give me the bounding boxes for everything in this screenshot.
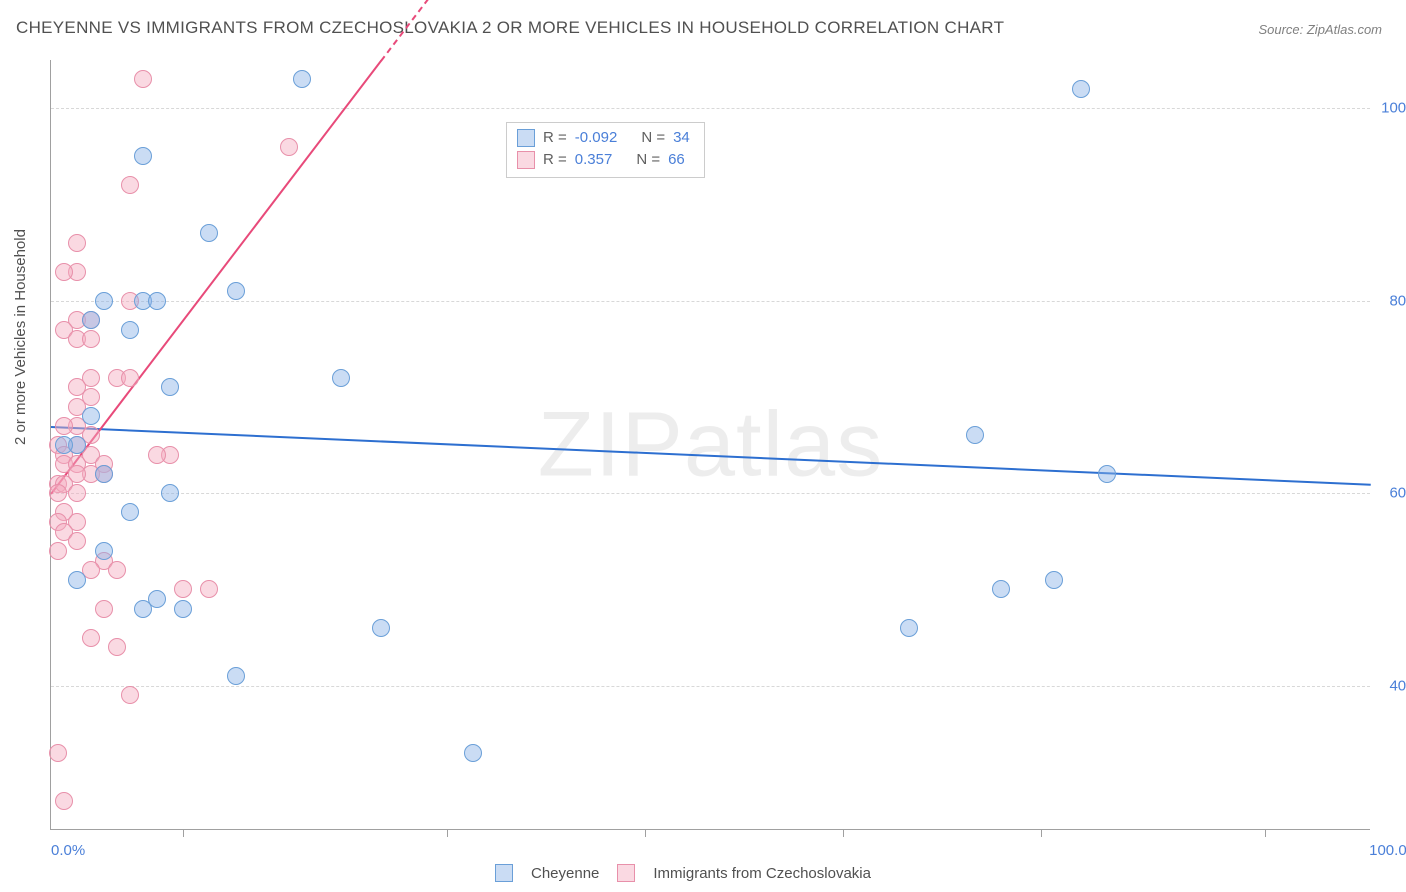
- legend-swatch-b: [617, 864, 635, 882]
- point-series-a: [900, 619, 918, 637]
- r-value: -0.092: [575, 127, 618, 149]
- point-series-b: [68, 234, 86, 252]
- trendline: [51, 426, 1371, 486]
- n-value: 34: [673, 127, 690, 149]
- gridline: [51, 493, 1370, 494]
- x-tick: [1265, 829, 1266, 837]
- point-series-b: [121, 369, 139, 387]
- n-label: N =: [641, 127, 665, 149]
- point-series-a: [332, 369, 350, 387]
- x-axis-max-label: 100.0%: [1369, 842, 1406, 859]
- point-series-a: [227, 667, 245, 685]
- x-axis-min-label: 0.0%: [51, 842, 85, 859]
- point-series-a: [68, 571, 86, 589]
- legend-row-b: R = 0.357 N = 66: [517, 149, 690, 171]
- r-label: R =: [543, 127, 567, 149]
- y-tick-label: 80.0%: [1377, 292, 1406, 309]
- point-series-a: [95, 542, 113, 560]
- x-tick: [183, 829, 184, 837]
- point-series-b: [134, 70, 152, 88]
- point-series-a: [174, 600, 192, 618]
- point-series-a: [121, 503, 139, 521]
- point-series-a: [134, 147, 152, 165]
- y-tick-label: 60.0%: [1377, 485, 1406, 502]
- gridline: [51, 301, 1370, 302]
- watermark: ZIPatlas: [538, 392, 883, 497]
- point-series-a: [161, 484, 179, 502]
- point-series-a: [82, 407, 100, 425]
- chart-container: CHEYENNE VS IMMIGRANTS FROM CZECHOSLOVAK…: [0, 0, 1406, 892]
- point-series-b: [200, 580, 218, 598]
- r-label: R =: [543, 149, 567, 171]
- legend-swatch-a: [495, 864, 513, 882]
- plot-area: ZIPatlas R = -0.092 N = 34 R = 0.357 N =…: [50, 60, 1370, 830]
- point-series-b: [55, 263, 73, 281]
- point-series-b: [121, 176, 139, 194]
- point-series-b: [148, 446, 166, 464]
- point-series-a: [1098, 465, 1116, 483]
- y-tick-label: 40.0%: [1377, 677, 1406, 694]
- r-value: 0.357: [575, 149, 613, 171]
- point-series-a: [1045, 571, 1063, 589]
- point-series-b: [49, 744, 67, 762]
- point-series-a: [148, 590, 166, 608]
- point-series-b: [49, 542, 67, 560]
- x-tick: [1041, 829, 1042, 837]
- point-series-b: [68, 484, 86, 502]
- legend-swatch-a: [517, 129, 535, 147]
- n-label: N =: [636, 149, 660, 171]
- point-series-b: [174, 580, 192, 598]
- point-series-b: [55, 792, 73, 810]
- x-tick: [843, 829, 844, 837]
- point-series-a: [148, 292, 166, 310]
- legend-series: Cheyenne Immigrants from Czechoslovakia: [495, 864, 871, 882]
- point-series-b: [280, 138, 298, 156]
- point-series-a: [227, 282, 245, 300]
- point-series-b: [82, 330, 100, 348]
- point-series-a: [121, 321, 139, 339]
- point-series-a: [161, 378, 179, 396]
- legend-label-a: Cheyenne: [531, 865, 599, 882]
- legend-label-b: Immigrants from Czechoslovakia: [653, 865, 871, 882]
- point-series-b: [82, 629, 100, 647]
- point-series-a: [200, 224, 218, 242]
- point-series-a: [464, 744, 482, 762]
- point-series-a: [82, 311, 100, 329]
- point-series-b: [55, 417, 73, 435]
- point-series-a: [95, 465, 113, 483]
- legend-stats: R = -0.092 N = 34 R = 0.357 N = 66: [506, 122, 705, 178]
- y-tick-label: 100.0%: [1377, 100, 1406, 117]
- legend-swatch-b: [517, 151, 535, 169]
- gridline: [51, 686, 1370, 687]
- point-series-b: [95, 600, 113, 618]
- point-series-a: [372, 619, 390, 637]
- point-series-a: [55, 436, 73, 454]
- point-series-b: [68, 532, 86, 550]
- y-axis-title: 2 or more Vehicles in Household: [12, 229, 29, 445]
- n-value: 66: [668, 149, 685, 171]
- x-tick: [447, 829, 448, 837]
- chart-title: CHEYENNE VS IMMIGRANTS FROM CZECHOSLOVAK…: [16, 18, 1004, 38]
- x-tick: [645, 829, 646, 837]
- gridline: [51, 108, 1370, 109]
- point-series-b: [108, 561, 126, 579]
- point-series-b: [49, 484, 67, 502]
- point-series-a: [1072, 80, 1090, 98]
- point-series-b: [108, 638, 126, 656]
- point-series-a: [992, 580, 1010, 598]
- legend-row-a: R = -0.092 N = 34: [517, 127, 690, 149]
- trendline: [50, 60, 382, 494]
- point-series-a: [966, 426, 984, 444]
- point-series-a: [95, 292, 113, 310]
- point-series-a: [293, 70, 311, 88]
- point-series-b: [121, 686, 139, 704]
- source-link[interactable]: Source: ZipAtlas.com: [1258, 22, 1382, 37]
